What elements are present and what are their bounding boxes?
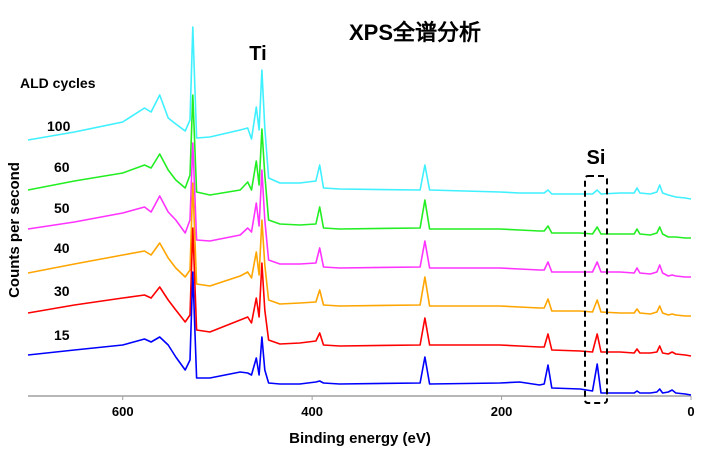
- series-line-15-cycles: [27, 271, 692, 396]
- x-tick-label: 0: [687, 404, 694, 419]
- ti-annotation: Ti: [249, 43, 266, 65]
- series-line-30-cycles: [27, 227, 692, 357]
- series-label-100: 100: [47, 118, 71, 134]
- chart-title: XPS全谱分析: [349, 20, 481, 45]
- x-axis-ticks: 600 400 200 0: [112, 396, 695, 419]
- series-label-60: 60: [54, 159, 70, 175]
- series-line-40-cycles: [27, 182, 691, 317]
- x-tick-label: 600: [112, 404, 134, 419]
- x-axis-label: Binding energy (eV): [289, 430, 431, 447]
- si-highlight-box: [584, 175, 608, 404]
- series-line-50-cycles: [27, 142, 691, 278]
- x-tick-label: 200: [491, 404, 513, 419]
- series-label-15: 15: [54, 327, 70, 343]
- series-label-40: 40: [54, 240, 70, 256]
- spectra: [27, 26, 692, 396]
- x-tick-label: 400: [301, 404, 323, 419]
- si-annotation: Si: [587, 147, 606, 169]
- series-label-30: 30: [54, 283, 70, 299]
- series-label-50: 50: [54, 200, 70, 216]
- series-line-60-cycles: [27, 94, 691, 239]
- series-line-100-cycles: [27, 26, 692, 200]
- series-labels: 100 60 50 40 30 15: [47, 118, 71, 343]
- y-axis-label: Counts per second: [6, 162, 23, 298]
- legend-title: ALD cycles: [20, 75, 96, 91]
